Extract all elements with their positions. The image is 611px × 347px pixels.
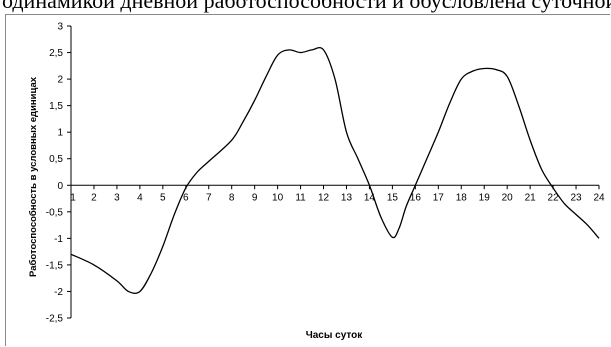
x-tick-label: 18 — [456, 192, 468, 203]
x-tick-label: 6 — [183, 192, 189, 203]
x-tick-label: 23 — [570, 192, 582, 203]
x-tick-label: 19 — [479, 192, 491, 203]
x-tick-label: 22 — [548, 192, 560, 203]
x-tick-label: 5 — [160, 192, 166, 203]
y-tick-label: -2 — [54, 287, 63, 298]
y-tick-label: 2 — [57, 75, 63, 86]
y-tick-label: -0,5 — [46, 207, 64, 218]
x-tick-label: 13 — [341, 192, 353, 203]
y-tick-label: 1,5 — [49, 101, 63, 112]
x-tick-label: 20 — [502, 192, 514, 203]
y-tick-label: -1,5 — [46, 260, 64, 271]
y-tick-label: 1 — [57, 128, 63, 139]
x-tick-label: 12 — [318, 192, 330, 203]
x-tick-label: 21 — [525, 192, 537, 203]
x-tick-label: 16 — [410, 192, 422, 203]
x-tick-label: 3 — [114, 192, 120, 203]
y-axis: 3 2,5 2 1,5 1 0,5 0 -0,5 -1 -1,5 -2 -2,5 — [46, 22, 72, 325]
x-tick-label: 15 — [387, 192, 399, 203]
series-group — [70, 46, 600, 294]
x-tick-label: 8 — [229, 192, 235, 203]
y-tick-label: -1 — [54, 234, 63, 245]
chart-frame — [5, 14, 610, 346]
x-tick-label: 24 — [593, 192, 605, 203]
x-tick-label: 9 — [252, 192, 258, 203]
cropped-text-strip: одйнамикой дневной работоспособности и о… — [0, 0, 611, 14]
series-line — [70, 46, 600, 294]
x-tick-label: 4 — [137, 192, 143, 203]
x-tick-label: 17 — [433, 192, 445, 203]
y-tick-label: 0 — [57, 181, 63, 192]
x-tick-label: 2 — [91, 192, 97, 203]
x-tick-label: 7 — [206, 192, 212, 203]
y-axis-title: Работоспособность в условных единицах — [28, 76, 39, 277]
y-tick-label: 0,5 — [49, 154, 63, 165]
x-tick-label: 1 — [70, 192, 76, 203]
cropped-text: одйнамикой дневной работоспособности и о… — [2, 0, 611, 13]
x-tick-label: 14 — [364, 192, 376, 203]
y-tick-label: 3 — [57, 22, 63, 33]
x-axis-title: Часы суток — [306, 330, 364, 341]
x-tick-label: 10 — [272, 192, 284, 203]
y-tick-label: 2,5 — [49, 48, 63, 59]
y-tick-label: -2,5 — [46, 314, 64, 325]
x-tick-label: 11 — [295, 192, 306, 203]
x-axis: 1 2 3 4 5 6 7 8 9 10 11 12 13 14 15 16 17 18 19 20 21 22 23 24 — [70, 184, 605, 203]
